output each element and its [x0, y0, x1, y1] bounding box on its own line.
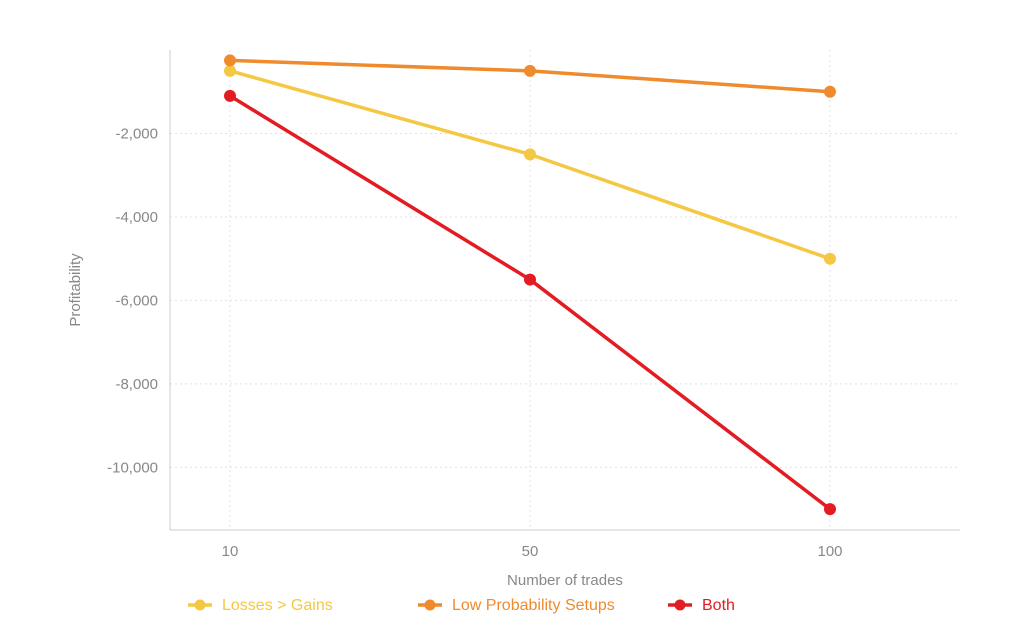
y-tick-label: -6,000: [115, 292, 158, 309]
series-marker: [524, 274, 536, 286]
legend-label: Low Probability Setups: [452, 597, 615, 614]
series-marker: [224, 90, 236, 102]
legend-swatch-marker: [425, 600, 436, 611]
series-marker: [524, 148, 536, 160]
chart-svg: -2,000 -4,000 -6,000 -8,000 -10,000 10 50 100 Pr…: [0, 0, 1024, 626]
y-axis-label: Profitability: [67, 253, 84, 327]
legend-label: Losses > Gains: [222, 597, 333, 614]
x-tick-label: 50: [522, 543, 539, 560]
y-tick-label: -2,000: [115, 125, 158, 142]
legend-swatch-marker: [195, 600, 206, 611]
y-tick-label: -10,000: [107, 459, 158, 476]
series-marker: [224, 65, 236, 77]
series-marker: [824, 86, 836, 98]
legend-swatch-marker: [675, 600, 686, 611]
series-marker: [824, 253, 836, 265]
x-axis-label: Number of trades: [507, 572, 623, 589]
series-marker: [824, 503, 836, 515]
y-tick-label: -8,000: [115, 376, 158, 393]
x-tick-label: 10: [222, 543, 239, 560]
series-marker: [524, 65, 536, 77]
series-marker: [224, 54, 236, 66]
legend-label: Both: [702, 597, 735, 614]
x-tick-label: 100: [817, 543, 842, 560]
y-tick-label: -4,000: [115, 209, 158, 226]
profitability-chart: -2,000 -4,000 -6,000 -8,000 -10,000 10 50 100 Pr…: [0, 0, 1024, 626]
